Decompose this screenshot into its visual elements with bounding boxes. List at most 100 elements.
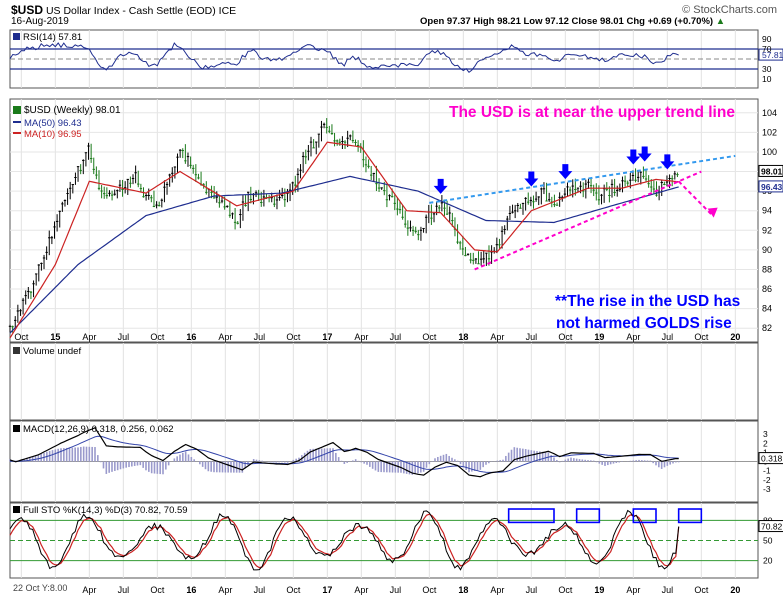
sto-last-value-label: 70.82 <box>761 522 783 532</box>
rsi-tick-label: 57.81 <box>762 50 783 60</box>
blue-down-arrow-icon <box>433 178 448 194</box>
x-axis-label-top: 18 <box>458 332 468 342</box>
x-axis-label-top: 16 <box>186 332 196 342</box>
x-axis-label-top: 17 <box>322 332 332 342</box>
ma-legend-label: MA(10) 96.95 <box>24 129 82 140</box>
macd-tick-label: 2 <box>763 438 768 448</box>
x-axis-label-bottom: Jul <box>390 585 402 595</box>
ohlc-readout: Open 97.37 High 98.21 Low 97.12 Close 98… <box>420 16 725 27</box>
x-axis-label-bottom: 19 <box>594 585 604 595</box>
x-axis-label-top: Jul <box>662 332 674 342</box>
x-axis-label-bottom: Apr <box>626 585 640 595</box>
x-axis-label-top: Jul <box>118 332 130 342</box>
blue-down-arrow-icon <box>660 154 675 170</box>
sto-highlight-box <box>632 508 657 524</box>
rsi-line <box>9 42 679 74</box>
x-axis-label-top: 15 <box>50 332 60 342</box>
price-legend-swatch <box>13 106 21 114</box>
macd-line <box>9 427 679 478</box>
x-axis-label-bottom: Jul <box>118 585 130 595</box>
sto-highlight-box <box>677 508 703 524</box>
x-axis-label-top: Apr <box>218 332 232 342</box>
x-axis-label-bottom: Apr <box>490 585 504 595</box>
rsi-panel-title: RSI(14) 57.81 <box>23 32 82 43</box>
x-axis-label-bottom: Oct <box>558 585 573 595</box>
price-tick-label: 90 <box>762 245 772 255</box>
x-axis-label-bottom: 17 <box>322 585 332 595</box>
ohlc-values: Open 97.37 High 98.21 Low 97.12 Close 98… <box>420 16 714 27</box>
blue-down-arrow-icon <box>524 171 539 187</box>
x-axis-label-bottom: Oct <box>286 585 301 595</box>
x-axis-label-bottom: Jul <box>254 585 266 595</box>
sto-highlight-box <box>507 508 555 524</box>
x-axis-label-top: Jul <box>390 332 402 342</box>
blue-down-arrow-icon <box>637 146 652 162</box>
exchange-label: ICE <box>218 5 237 17</box>
x-axis-label-top: Oct <box>422 332 437 342</box>
volume-panel-title: Volume undef <box>23 346 81 357</box>
volume-legend-swatch <box>13 347 20 354</box>
annotation-top-text: The USD is at near the upper trend line <box>449 104 735 121</box>
sto-highlight-box <box>575 508 601 524</box>
chg-up-icon: ▲ <box>715 16 726 27</box>
macd-last-value-box <box>758 452 783 465</box>
price-tick-label: 92 <box>762 225 772 235</box>
sto-last-value-box <box>758 520 783 533</box>
x-axis-label-top: Oct <box>286 332 301 342</box>
macd-panel-title: MACD(12,26,9) 0.318, 0.256, 0.062 <box>23 424 174 435</box>
price-tick-label: 102 <box>762 127 777 137</box>
x-axis-label-bottom: Oct <box>694 585 709 595</box>
rsi-legend-swatch <box>13 33 20 40</box>
rsi-tick-label: 90 <box>762 34 772 44</box>
chart-date: 16-Aug-2019 <box>11 16 69 27</box>
price-tick-label: 82 <box>762 323 772 333</box>
projected-drop-line <box>677 180 714 217</box>
x-axis-label-top: Jul <box>526 332 538 342</box>
x-axis-label-top: Jul <box>254 332 266 342</box>
x-axis-label-top: Oct <box>694 332 709 342</box>
macd-last-value-label: 0.318 <box>761 454 783 464</box>
annotation-bottom-line2: not harmed GOLDS rise <box>556 315 732 332</box>
macd-tick-label: -3 <box>763 484 771 494</box>
price-last-value-box <box>758 164 783 177</box>
x-axis-label-bottom: Jul <box>526 585 538 595</box>
upper-trend-line <box>429 154 736 204</box>
lower-trend-line <box>474 170 702 271</box>
price-panel-title: $USD (Weekly) 98.01 <box>24 105 121 116</box>
x-axis-label-bottom: Apr <box>82 585 96 595</box>
sto-tick-label: 20 <box>763 556 773 566</box>
x-axis-label-bottom: 20 <box>730 585 740 595</box>
price-last-value-label: 98.01 <box>761 166 783 176</box>
projected-drop-arrowhead <box>707 207 718 218</box>
x-axis-label-bottom: Apr <box>354 585 368 595</box>
rsi-tick-label: 10 <box>762 74 772 84</box>
rsi-tick-label: 30 <box>762 64 772 74</box>
rsi-last-value-box <box>758 48 783 61</box>
x-axis-label-bottom: Oct <box>150 585 165 595</box>
macd-tick-label: -2 <box>763 475 771 485</box>
x-axis-label-top: 19 <box>594 332 604 342</box>
annotation-bottom-line1: **The rise in the USD has <box>555 293 740 310</box>
macd-legend-swatch <box>13 425 20 432</box>
footer-left: 22 Oct Y:8.00 <box>13 583 68 593</box>
x-axis-label-bottom: Apr <box>218 585 232 595</box>
price-tick-label: 88 <box>762 264 772 274</box>
sto-legend-swatch <box>13 506 20 513</box>
x-axis-label-top: Oct <box>14 332 29 342</box>
symbol-label: $USD <box>11 3 44 17</box>
x-axis-label-top: Apr <box>490 332 504 342</box>
rsi-tick-label: 70 <box>762 44 772 54</box>
panel-frame-vol <box>9 342 759 421</box>
x-axis-label-top: Oct <box>558 332 573 342</box>
ma50-line <box>9 175 679 334</box>
price-tick-label: 84 <box>762 304 772 314</box>
ma-legend-label: MA(50) 96.43 <box>24 118 82 129</box>
x-axis-label-bottom: 18 <box>458 585 468 595</box>
price-tick-label: 100 <box>762 147 777 157</box>
instrument-name: US Dollar Index - Cash Settle (EOD) <box>45 5 216 17</box>
macd-tick-label: -1 <box>763 466 771 476</box>
price-last-value-box <box>758 180 783 193</box>
x-axis-label-bottom: Oct <box>422 585 437 595</box>
x-axis-label-top: Apr <box>626 332 640 342</box>
